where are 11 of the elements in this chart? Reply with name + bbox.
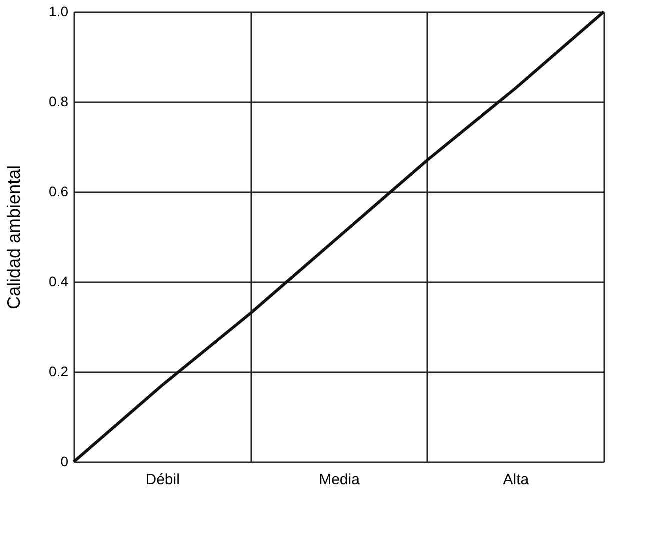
y-tick-label: 0.2: [49, 364, 69, 380]
y-tick-label: 0: [60, 454, 69, 470]
y-tick-label: 0.8: [49, 94, 69, 110]
x-tick-label: Alta: [503, 472, 530, 488]
line-series: [72, 10, 606, 464]
y-tick-label: 0.4: [49, 274, 69, 290]
y-tick-label: 1.0: [49, 4, 69, 20]
x-tick-label: Media: [319, 472, 361, 488]
y-tick-label: 0.6: [49, 184, 69, 200]
x-tick-label: Débil: [146, 472, 180, 488]
y-axis-title: Calidad ambiental: [4, 165, 24, 310]
